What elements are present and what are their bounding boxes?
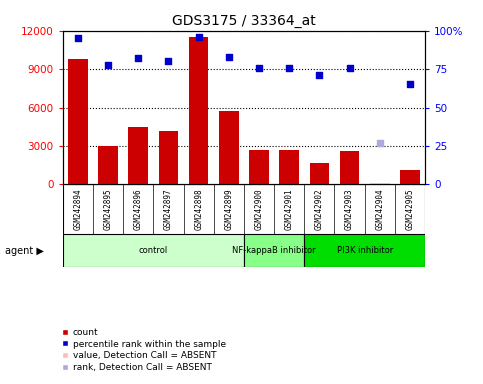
Bar: [158, 131, 178, 184]
Bar: [304, 234, 425, 267]
Point: [285, 65, 293, 71]
Point: [315, 72, 323, 78]
Bar: [219, 111, 239, 184]
Text: GSM242896: GSM242896: [134, 188, 143, 230]
Bar: [63, 234, 244, 267]
Text: GSM242894: GSM242894: [73, 188, 83, 230]
Text: GSM242900: GSM242900: [255, 188, 264, 230]
Point: [376, 140, 384, 146]
Point: [104, 61, 112, 68]
Text: control: control: [139, 246, 168, 255]
Title: GDS3175 / 33364_at: GDS3175 / 33364_at: [172, 14, 316, 28]
Bar: [400, 170, 420, 184]
Bar: [68, 59, 88, 184]
Bar: [98, 146, 118, 184]
Text: GSM242904: GSM242904: [375, 188, 384, 230]
Text: GSM242898: GSM242898: [194, 188, 203, 230]
Bar: [189, 37, 209, 184]
Bar: [340, 151, 359, 184]
Bar: [310, 162, 329, 184]
Text: NF-kappaB inhibitor: NF-kappaB inhibitor: [232, 246, 316, 255]
Text: GSM242899: GSM242899: [224, 188, 233, 230]
Point: [346, 65, 354, 71]
Text: GSM242895: GSM242895: [103, 188, 113, 230]
Bar: [370, 183, 390, 184]
Point: [74, 35, 82, 41]
Bar: [279, 150, 299, 184]
Text: GSM242905: GSM242905: [405, 188, 414, 230]
Text: PI3K inhibitor: PI3K inhibitor: [337, 246, 393, 255]
Bar: [244, 234, 304, 267]
Point: [255, 65, 263, 71]
Text: GSM242901: GSM242901: [284, 188, 294, 230]
Text: GSM242902: GSM242902: [315, 188, 324, 230]
Text: GSM242897: GSM242897: [164, 188, 173, 230]
Point: [134, 55, 142, 61]
Point: [225, 54, 233, 60]
Point: [165, 58, 172, 65]
Text: GSM242903: GSM242903: [345, 188, 354, 230]
Legend: count, percentile rank within the sample, value, Detection Call = ABSENT, rank, : count, percentile rank within the sample…: [57, 324, 230, 376]
Bar: [128, 127, 148, 184]
Bar: [249, 150, 269, 184]
Point: [406, 81, 414, 88]
Point: [195, 34, 202, 40]
Text: agent ▶: agent ▶: [5, 245, 43, 256]
